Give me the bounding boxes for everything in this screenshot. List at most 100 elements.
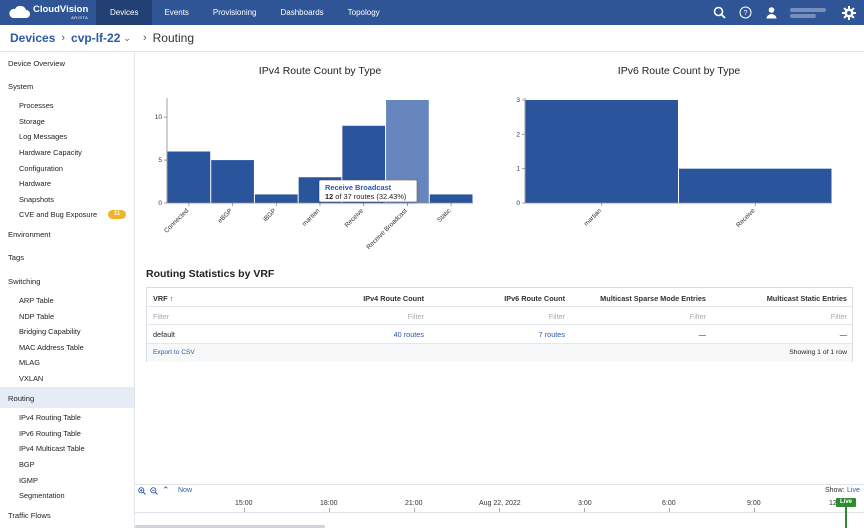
timeline-label: 6:00 bbox=[662, 500, 676, 507]
column-header-multicast-static[interactable]: Multicast Static Entries bbox=[766, 294, 847, 303]
table-header-row: VRF ↑ IPv4 Route Count IPv6 Route Count … bbox=[147, 288, 852, 307]
chevron-down-icon[interactable]: ⌄ bbox=[123, 32, 131, 43]
filter-input-ipv6[interactable]: Filter bbox=[548, 312, 565, 321]
cell-multicast-sparse: — bbox=[698, 330, 706, 339]
sidebar-section-environment[interactable]: Environment bbox=[8, 230, 51, 239]
svg-text:?: ? bbox=[743, 8, 747, 17]
x-tick-label: Connected bbox=[163, 207, 190, 234]
sidebar-item-configuration[interactable]: Configuration bbox=[19, 164, 63, 173]
chart-tooltip: Receive Broadcast 12 of 37 routes (32.43… bbox=[319, 180, 417, 202]
timeline-label: 15:00 bbox=[235, 500, 253, 507]
show-label: Show: bbox=[825, 487, 845, 494]
nav-provisioning[interactable]: Provisioning bbox=[212, 8, 257, 17]
chevron-right-icon: › bbox=[61, 32, 66, 44]
sidebar-item-cve-bug-exposure[interactable]: CVE and Bug Exposure bbox=[19, 210, 98, 219]
filter-input-multicast-sparse[interactable]: Filter bbox=[689, 312, 706, 321]
bar-connected[interactable] bbox=[167, 151, 211, 204]
help-icon[interactable]: ? bbox=[738, 6, 752, 20]
sidebar-section-system[interactable]: System bbox=[8, 82, 34, 91]
timeline-label: 9:00 bbox=[747, 500, 761, 507]
y-tick-label: 0 bbox=[158, 200, 162, 207]
tooltip-detail: of 37 routes (32.43%) bbox=[335, 192, 407, 201]
sidebar-active-highlight bbox=[0, 387, 134, 408]
column-header-ipv4-route-count[interactable]: IPv4 Route Count bbox=[363, 294, 424, 303]
sidebar-item-arp-table[interactable]: ARP Table bbox=[19, 296, 54, 305]
timeline-now-button[interactable]: Now bbox=[178, 487, 193, 494]
sidebar-item-processes[interactable]: Processes bbox=[19, 101, 54, 110]
sidebar-section-traffic-flows[interactable]: Traffic Flows bbox=[8, 511, 51, 520]
nav-dashboards[interactable]: Dashboards bbox=[280, 8, 324, 17]
sidebar-item-igmp[interactable]: IGMP bbox=[19, 476, 38, 485]
zoom-in-icon[interactable] bbox=[138, 487, 146, 497]
x-tick-label: martian bbox=[301, 207, 322, 228]
sidebar-item-ipv4-multicast-table[interactable]: IPv4 Multicast Table bbox=[19, 444, 85, 453]
sidebar-item-ndp-table[interactable]: NDP Table bbox=[19, 312, 55, 321]
row-count-status: Showing 1 of 1 row bbox=[789, 349, 847, 356]
cell-ipv6-routes-link[interactable]: 7 routes bbox=[538, 330, 565, 339]
routing-stats-title: Routing Statistics by VRF bbox=[146, 268, 275, 280]
sidebar-item-snapshots[interactable]: Snapshots bbox=[19, 195, 54, 204]
column-header-ipv6-route-count[interactable]: IPv6 Route Count bbox=[504, 294, 565, 303]
bar-martian[interactable] bbox=[525, 100, 679, 203]
sidebar-item-ipv6-routing-table[interactable]: IPv6 Routing Table bbox=[19, 429, 81, 438]
sidebar-item-ipv4-routing-table[interactable]: IPv4 Routing Table bbox=[19, 413, 81, 422]
filter-input-vrf[interactable]: Filter bbox=[153, 312, 170, 321]
y-tick-label: 2 bbox=[516, 131, 520, 138]
logo-subtext: ARISTA bbox=[71, 14, 89, 20]
timeline-scrollbar[interactable] bbox=[135, 525, 325, 528]
sidebar: Device Overview System Processes Storage… bbox=[0, 52, 135, 528]
sidebar-section-switching[interactable]: Switching bbox=[8, 277, 41, 286]
bar-ibgp[interactable] bbox=[254, 194, 298, 203]
sidebar-section-tags[interactable]: Tags bbox=[8, 253, 25, 262]
timeline-label: 18:00 bbox=[320, 500, 338, 507]
x-tick-label: Receive bbox=[344, 207, 366, 229]
nav-events[interactable]: Events bbox=[164, 8, 189, 17]
collapse-timeline-icon[interactable]: ⌃ bbox=[162, 485, 170, 495]
ipv4-chart-title: IPv4 Route Count by Type bbox=[258, 65, 382, 77]
sidebar-item-mlag[interactable]: MLAG bbox=[19, 358, 40, 367]
sidebar-item-hardware[interactable]: Hardware bbox=[19, 179, 52, 188]
nav-topology[interactable]: Topology bbox=[347, 8, 380, 17]
nav-devices[interactable]: Devices bbox=[96, 0, 153, 25]
export-csv-link[interactable]: Export to CSV bbox=[153, 349, 195, 356]
show-live-toggle[interactable]: Live bbox=[847, 487, 860, 494]
sidebar-item-bgp[interactable]: BGP bbox=[19, 460, 35, 469]
search-icon[interactable] bbox=[712, 6, 726, 20]
bar-ebgp[interactable] bbox=[211, 160, 254, 203]
column-header-multicast-sparse[interactable]: Multicast Sparse Mode Entries bbox=[600, 294, 706, 303]
breadcrumb-current-page: Routing bbox=[152, 31, 194, 45]
cell-ipv4-routes-link[interactable]: 40 routes bbox=[393, 330, 424, 339]
sidebar-item-bridging-capability[interactable]: Bridging Capability bbox=[19, 327, 81, 336]
user-name-blurred bbox=[790, 6, 826, 20]
x-tick-label: iBGP bbox=[262, 207, 278, 223]
sidebar-item-vxlan[interactable]: VXLAN bbox=[19, 374, 44, 383]
bar-receive[interactable] bbox=[679, 168, 832, 203]
sidebar-item-log-messages[interactable]: Log Messages bbox=[19, 132, 68, 141]
column-header-vrf[interactable]: VRF ↑ bbox=[153, 294, 174, 303]
gear-icon[interactable] bbox=[842, 5, 856, 20]
table-row[interactable]: default 40 routes 7 routes — — bbox=[147, 325, 852, 344]
timeline: ⌃ Now Show: Live 15:00 18:00 21:00 Aug 2… bbox=[135, 484, 864, 528]
sidebar-item-device-overview[interactable]: Device Overview bbox=[8, 59, 65, 68]
y-tick-label: 1 bbox=[516, 166, 520, 173]
breadcrumb-devices[interactable]: Devices bbox=[10, 31, 56, 45]
sidebar-section-routing[interactable]: Routing bbox=[8, 394, 35, 403]
sidebar-item-segmentation[interactable]: Segmentation bbox=[19, 491, 65, 500]
sidebar-item-mac-address-table[interactable]: MAC Address Table bbox=[19, 343, 84, 352]
sidebar-item-hardware-capacity[interactable]: Hardware Capacity bbox=[19, 148, 82, 157]
x-tick-label: eBGP bbox=[217, 207, 234, 224]
breadcrumb-device[interactable]: cvp-lf-22 bbox=[71, 31, 121, 45]
breadcrumb: Devices › cvp-lf-22 ⌄ › Routing bbox=[0, 25, 864, 52]
chevron-right-icon: › bbox=[142, 32, 147, 44]
cell-vrf: default bbox=[153, 330, 175, 339]
y-tick-label: 3 bbox=[516, 97, 520, 104]
filter-input-multicast-static[interactable]: Filter bbox=[830, 312, 847, 321]
bar-static[interactable] bbox=[429, 194, 473, 203]
y-tick-label: 0 bbox=[516, 200, 520, 207]
top-navigation-bar: CloudVision ARISTA Devices Events Provis… bbox=[0, 0, 864, 25]
zoom-out-icon[interactable] bbox=[150, 487, 158, 497]
sidebar-item-storage[interactable]: Storage bbox=[19, 117, 45, 126]
filter-input-ipv4[interactable]: Filter bbox=[407, 312, 424, 321]
user-icon[interactable] bbox=[764, 6, 778, 20]
cloudvision-logo[interactable]: CloudVision ARISTA bbox=[0, 0, 96, 25]
